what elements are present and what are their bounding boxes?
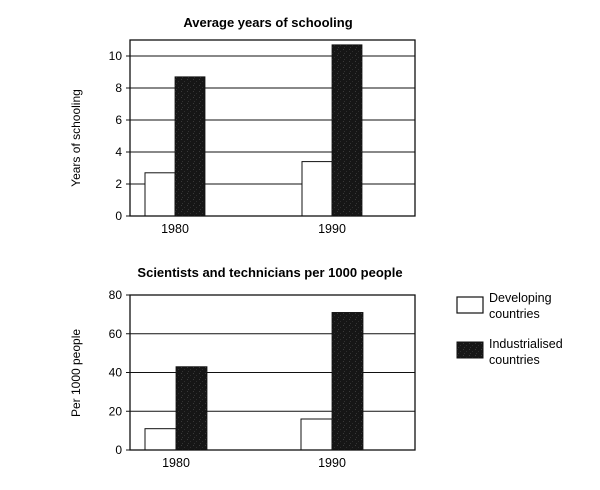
bars: [144, 44, 363, 217]
bar-developing-1980: [144, 428, 177, 451]
plot-frame: [129, 39, 416, 217]
y-tick-label: 2: [115, 177, 122, 191]
chart-title: Scientists and technicians per 1000 peop…: [137, 265, 402, 280]
legend-label-line: Industrialised: [489, 337, 563, 351]
y-tick-label: 60: [109, 327, 123, 341]
grid-lines: [130, 294, 415, 412]
y-tick-label: 8: [115, 81, 122, 95]
bar-developing-1990: [300, 418, 333, 451]
x-tick-label: 1990: [318, 456, 346, 470]
bar-industrialised-1990: [331, 312, 364, 451]
y-tick-label: 40: [109, 366, 123, 380]
x-tick-label: 1980: [161, 222, 189, 236]
y-tick-label: 4: [115, 145, 122, 159]
legend-label-line: countries: [489, 307, 540, 321]
y-tick-label: 10: [109, 49, 123, 63]
bar-developing-1980: [144, 172, 176, 217]
x-ticks: 1980 1990: [161, 222, 346, 236]
bar-industrialised-1980: [174, 76, 206, 217]
legend-item-industrialised: Industrialised countries: [456, 337, 563, 367]
x-tick-label: 1990: [318, 222, 346, 236]
y-tick-label: 80: [109, 288, 123, 302]
bar-industrialised-1990: [331, 44, 363, 217]
y-tick-label: 6: [115, 113, 122, 127]
grid-lines: [130, 55, 415, 185]
y-ticks: 0 20 40 60 80: [109, 288, 130, 457]
y-axis-label: Per 1000 people: [69, 329, 83, 417]
chart-scientists-and-technicians: Scientists and technicians per 1000 peop…: [69, 265, 416, 470]
bar-developing-1990: [301, 161, 333, 217]
bar-industrialised-1980: [175, 366, 208, 451]
x-ticks: 1980 1990: [162, 456, 346, 470]
x-tick-label: 1980: [162, 456, 190, 470]
chart-title: Average years of schooling: [183, 15, 352, 30]
y-tick-label: 0: [115, 209, 122, 223]
legend-swatch-developing: [456, 296, 484, 314]
plot-frame: [129, 294, 416, 451]
legend-item-developing: Developing countries: [456, 291, 552, 321]
legend-swatch-industrialised: [456, 341, 484, 359]
bars: [144, 312, 364, 451]
chart-average-years-of-schooling: Average years of schooling Years of scho…: [69, 15, 416, 236]
y-tick-label: 20: [109, 404, 123, 418]
y-ticks: 0 2 4 6 8 10: [109, 49, 130, 223]
legend-label-line: countries: [489, 353, 540, 367]
y-axis-label: Years of schooling: [69, 89, 83, 187]
legend-label-line: Developing: [489, 291, 552, 305]
legend: Developing countries Industrialised coun…: [456, 291, 563, 367]
y-tick-label: 0: [115, 443, 122, 457]
